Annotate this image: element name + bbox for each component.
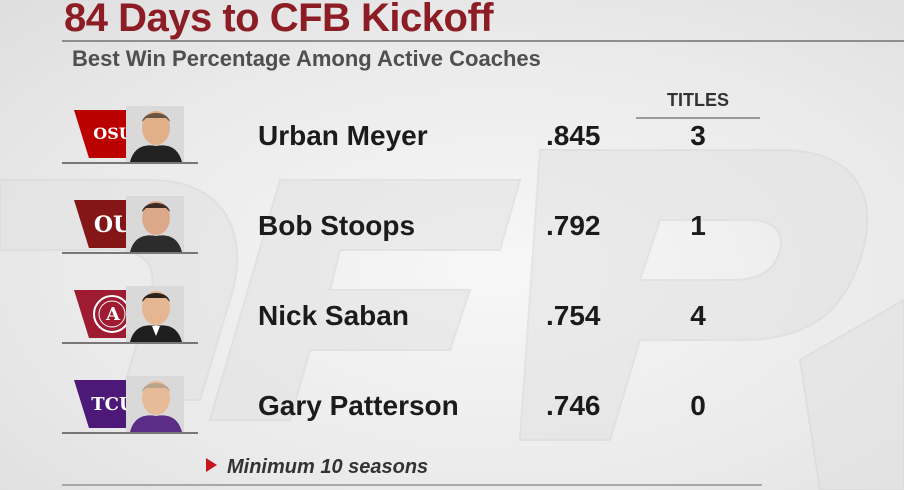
title-underline: [62, 0, 904, 42]
win-percentage: .754: [546, 300, 601, 331]
coach-headshot-icon: [126, 286, 184, 342]
footnote-text: Minimum 10 seasons: [227, 456, 429, 478]
coach-headshot-icon: [126, 106, 184, 162]
titles-count: 4: [690, 300, 706, 331]
row-divider: [62, 432, 198, 434]
page-subtitle: Best Win Percentage Among Active Coaches: [72, 46, 541, 71]
row-divider: [62, 342, 198, 344]
coach-name: Urban Meyer: [258, 120, 428, 151]
coach-row: OU Bob Stoops .792 1: [0, 196, 904, 260]
page-title: 84 Days to CFB Kickoff: [64, 0, 494, 40]
titles-count: 1: [690, 210, 706, 241]
logo-label: A: [106, 304, 120, 325]
titles-column-header: TITLES: [667, 90, 729, 110]
titles-count: 3: [690, 120, 706, 151]
coach-name: Bob Stoops: [258, 210, 416, 241]
logo-label: OSU: [93, 124, 133, 143]
footnote: Minimum 10 seasons: [206, 456, 428, 479]
team-logo-group: OSU: [62, 106, 200, 170]
team-logo-group: A: [62, 286, 200, 350]
coach-name: Gary Patterson: [258, 390, 459, 421]
row-divider: [62, 252, 198, 254]
coach-row: OSU Urban Meyer .845 3: [0, 106, 904, 170]
row-divider: [62, 162, 198, 164]
team-logo-group: TCU: [62, 376, 200, 440]
coach-row: TCU Gary Patterson .746 0: [0, 376, 904, 440]
coach-row: A Nick Saban .754 4: [0, 286, 904, 350]
win-percentage: .746: [546, 390, 601, 421]
titles-count: 0: [690, 390, 706, 421]
coach-name: Nick Saban: [258, 300, 409, 331]
titles-header-underline: [636, 117, 760, 119]
bottom-divider: [62, 484, 762, 486]
coach-headshot-icon: [126, 376, 184, 432]
logo-label: OU: [93, 212, 133, 238]
win-percentage: .845: [546, 120, 601, 151]
win-percentage: .792: [546, 210, 601, 241]
coach-headshot-icon: [126, 196, 184, 252]
logo-label: TCU: [91, 394, 135, 415]
play-arrow-icon: [206, 458, 217, 472]
team-logo-group: OU: [62, 196, 200, 260]
